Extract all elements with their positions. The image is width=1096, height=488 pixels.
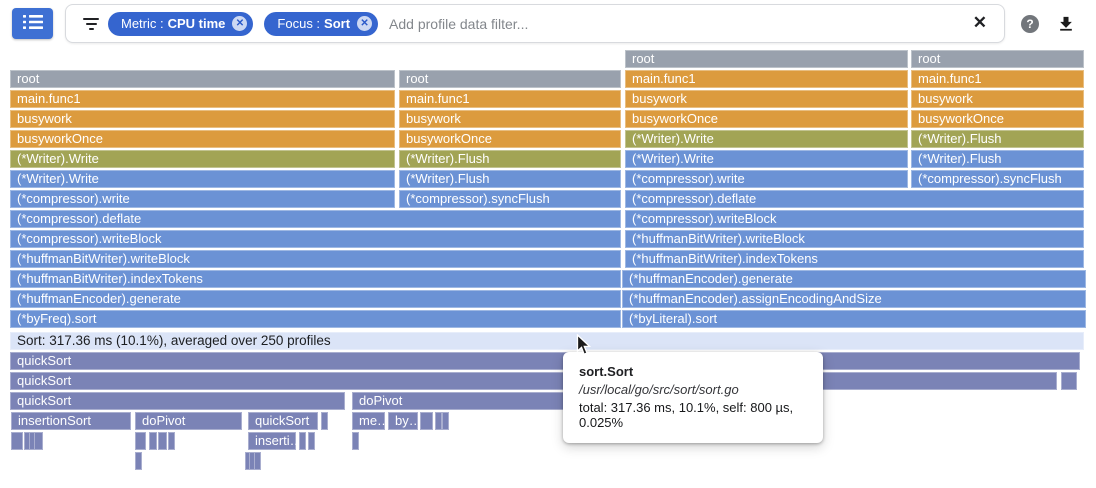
flame-frame[interactable]: busywork xyxy=(10,110,395,128)
flame-frame[interactable] xyxy=(24,432,31,450)
filter-chip[interactable]: Focus : Sort ✕ xyxy=(264,11,379,36)
flame-frame[interactable]: insertionSort xyxy=(11,412,131,430)
flame-frame[interactable] xyxy=(435,412,442,430)
flame-frame[interactable] xyxy=(168,432,175,450)
flame-frame[interactable]: doPivot xyxy=(135,412,242,430)
flame-frame[interactable]: main.func1 xyxy=(399,90,621,108)
download-icon[interactable] xyxy=(1056,14,1076,39)
flame-frame[interactable]: root xyxy=(10,70,395,88)
tooltip-function-name: sort.Sort xyxy=(579,364,634,379)
flame-frame[interactable] xyxy=(420,412,433,430)
filter-list-icon xyxy=(83,17,99,30)
flame-frame[interactable]: (*byFreq).sort xyxy=(10,310,621,328)
flame-frame[interactable]: (*Writer).Write xyxy=(10,150,395,168)
tooltip-source-path: /usr/local/go/src/sort/sort.go xyxy=(579,382,739,397)
flame-frame[interactable]: quickSort xyxy=(248,412,318,430)
flame-frame[interactable]: (*Writer).Flush xyxy=(911,150,1084,168)
chip-remove-icon[interactable]: ✕ xyxy=(232,16,248,31)
flame-frame[interactable] xyxy=(249,452,256,470)
flame-frame[interactable] xyxy=(135,432,146,450)
flame-frame[interactable]: (*compressor).write xyxy=(625,170,908,188)
flame-frame[interactable]: busyworkOnce xyxy=(911,110,1084,128)
flame-frame[interactable]: inserti… xyxy=(248,432,296,450)
flame-frame[interactable]: (*compressor).writeBlock xyxy=(625,210,1084,228)
focus-status-bar[interactable]: Sort: 317.36 ms (10.1%), averaged over 2… xyxy=(10,332,1084,350)
flame-frame[interactable] xyxy=(321,412,328,430)
list-icon xyxy=(22,14,43,33)
flame-frame[interactable] xyxy=(254,452,261,470)
tooltip-stats: total: 317.36 ms, 10.1%, self: 800 µs, 0… xyxy=(579,400,794,430)
flame-frame[interactable]: root xyxy=(911,50,1084,68)
frame-tooltip: sort.Sort /usr/local/go/src/sort/sort.go… xyxy=(563,352,823,443)
flame-frame[interactable]: busywork xyxy=(625,90,908,108)
flame-frame[interactable]: (*huffmanEncoder).generate xyxy=(10,290,621,308)
flame-frame[interactable]: (*compressor).deflate xyxy=(10,210,621,228)
flame-frame[interactable]: quickSort xyxy=(10,352,1080,370)
flame-frame[interactable]: (*huffmanBitWriter).indexTokens xyxy=(10,270,621,288)
chip-value: CPU time xyxy=(167,16,226,31)
flame-frame[interactable]: main.func1 xyxy=(625,70,908,88)
flame-frame[interactable] xyxy=(442,412,449,430)
flame-frame[interactable] xyxy=(34,432,43,450)
flame-frame[interactable]: by… xyxy=(388,412,418,430)
flame-frame[interactable]: main.func1 xyxy=(10,90,395,108)
flame-frame[interactable]: (*compressor).deflate xyxy=(625,190,1084,208)
flame-frame[interactable]: quickSort xyxy=(10,392,345,410)
flame-frame[interactable] xyxy=(245,452,252,470)
flame-frame[interactable]: (*Writer).Write xyxy=(10,170,395,188)
flame-frame[interactable]: (*Writer).Write xyxy=(625,150,908,168)
clear-filters-icon[interactable]: ✕ xyxy=(972,13,987,32)
flame-frame[interactable]: (*huffmanEncoder).generate xyxy=(622,270,1086,288)
flame-frame[interactable] xyxy=(308,432,315,450)
flame-frame[interactable]: busyworkOnce xyxy=(625,110,908,128)
chip-remove-icon[interactable]: ✕ xyxy=(357,16,373,31)
flame-frame[interactable]: busyworkOnce xyxy=(10,130,395,148)
flame-frame[interactable]: (*Writer).Write xyxy=(625,130,908,148)
flame-frame[interactable] xyxy=(149,432,157,450)
flame-frame[interactable]: (*huffmanBitWriter).writeBlock xyxy=(10,250,621,268)
flame-frame[interactable]: me… xyxy=(352,412,385,430)
flame-frame[interactable]: (*Writer).Flush xyxy=(399,170,621,188)
filter-input-placeholder[interactable]: Add profile data filter... xyxy=(389,15,529,32)
chip-label: Metric : xyxy=(121,16,164,31)
flame-frame[interactable]: (*Writer).Flush xyxy=(911,130,1084,148)
flame-frame[interactable]: busywork xyxy=(911,90,1084,108)
flame-frame[interactable] xyxy=(352,432,359,450)
flame-frame[interactable] xyxy=(158,432,167,450)
filter-bar[interactable]: Metric : CPU time ✕ Focus : Sort ✕ Add profil… xyxy=(65,4,1005,43)
flame-frame[interactable] xyxy=(299,432,306,450)
flame-frame[interactable] xyxy=(1061,372,1077,390)
filter-chip[interactable]: Metric : CPU time ✕ xyxy=(108,11,254,36)
flame-frame[interactable]: busywork xyxy=(399,110,621,128)
flame-frame[interactable] xyxy=(29,432,36,450)
flame-frame[interactable]: (*compressor).syncFlush xyxy=(399,190,621,208)
flame-frame[interactable]: (*byLiteral).sort xyxy=(622,310,1086,328)
flame-frame[interactable]: (*Writer).Flush xyxy=(399,150,621,168)
flame-frame[interactable]: (*huffmanEncoder).assignEncodingAndSize xyxy=(622,290,1086,308)
flame-frame[interactable]: (*huffmanBitWriter).writeBlock xyxy=(625,230,1084,248)
help-icon[interactable]: ? xyxy=(1021,15,1039,33)
color-mode-button[interactable] xyxy=(12,8,53,39)
chip-value: Sort xyxy=(324,16,351,31)
flame-frame[interactable]: busyworkOnce xyxy=(399,130,621,148)
flame-frame[interactable]: main.func1 xyxy=(911,70,1084,88)
chip-label: Focus : xyxy=(277,16,321,31)
flame-frame[interactable]: quickSort xyxy=(10,372,1057,390)
flame-frame[interactable]: root xyxy=(625,50,908,68)
flame-frame[interactable]: root xyxy=(399,70,621,88)
filter-chips: Metric : CPU time ✕ Focus : Sort ✕ xyxy=(108,11,389,36)
flame-frame[interactable]: (*compressor).syncFlush xyxy=(911,170,1084,188)
flame-frame[interactable] xyxy=(135,452,142,470)
flame-frame[interactable]: (*compressor).write xyxy=(10,190,395,208)
flame-frame[interactable] xyxy=(11,432,23,450)
flame-frame[interactable]: (*huffmanBitWriter).indexTokens xyxy=(625,250,1084,268)
flame-frame[interactable]: (*compressor).writeBlock xyxy=(10,230,621,248)
